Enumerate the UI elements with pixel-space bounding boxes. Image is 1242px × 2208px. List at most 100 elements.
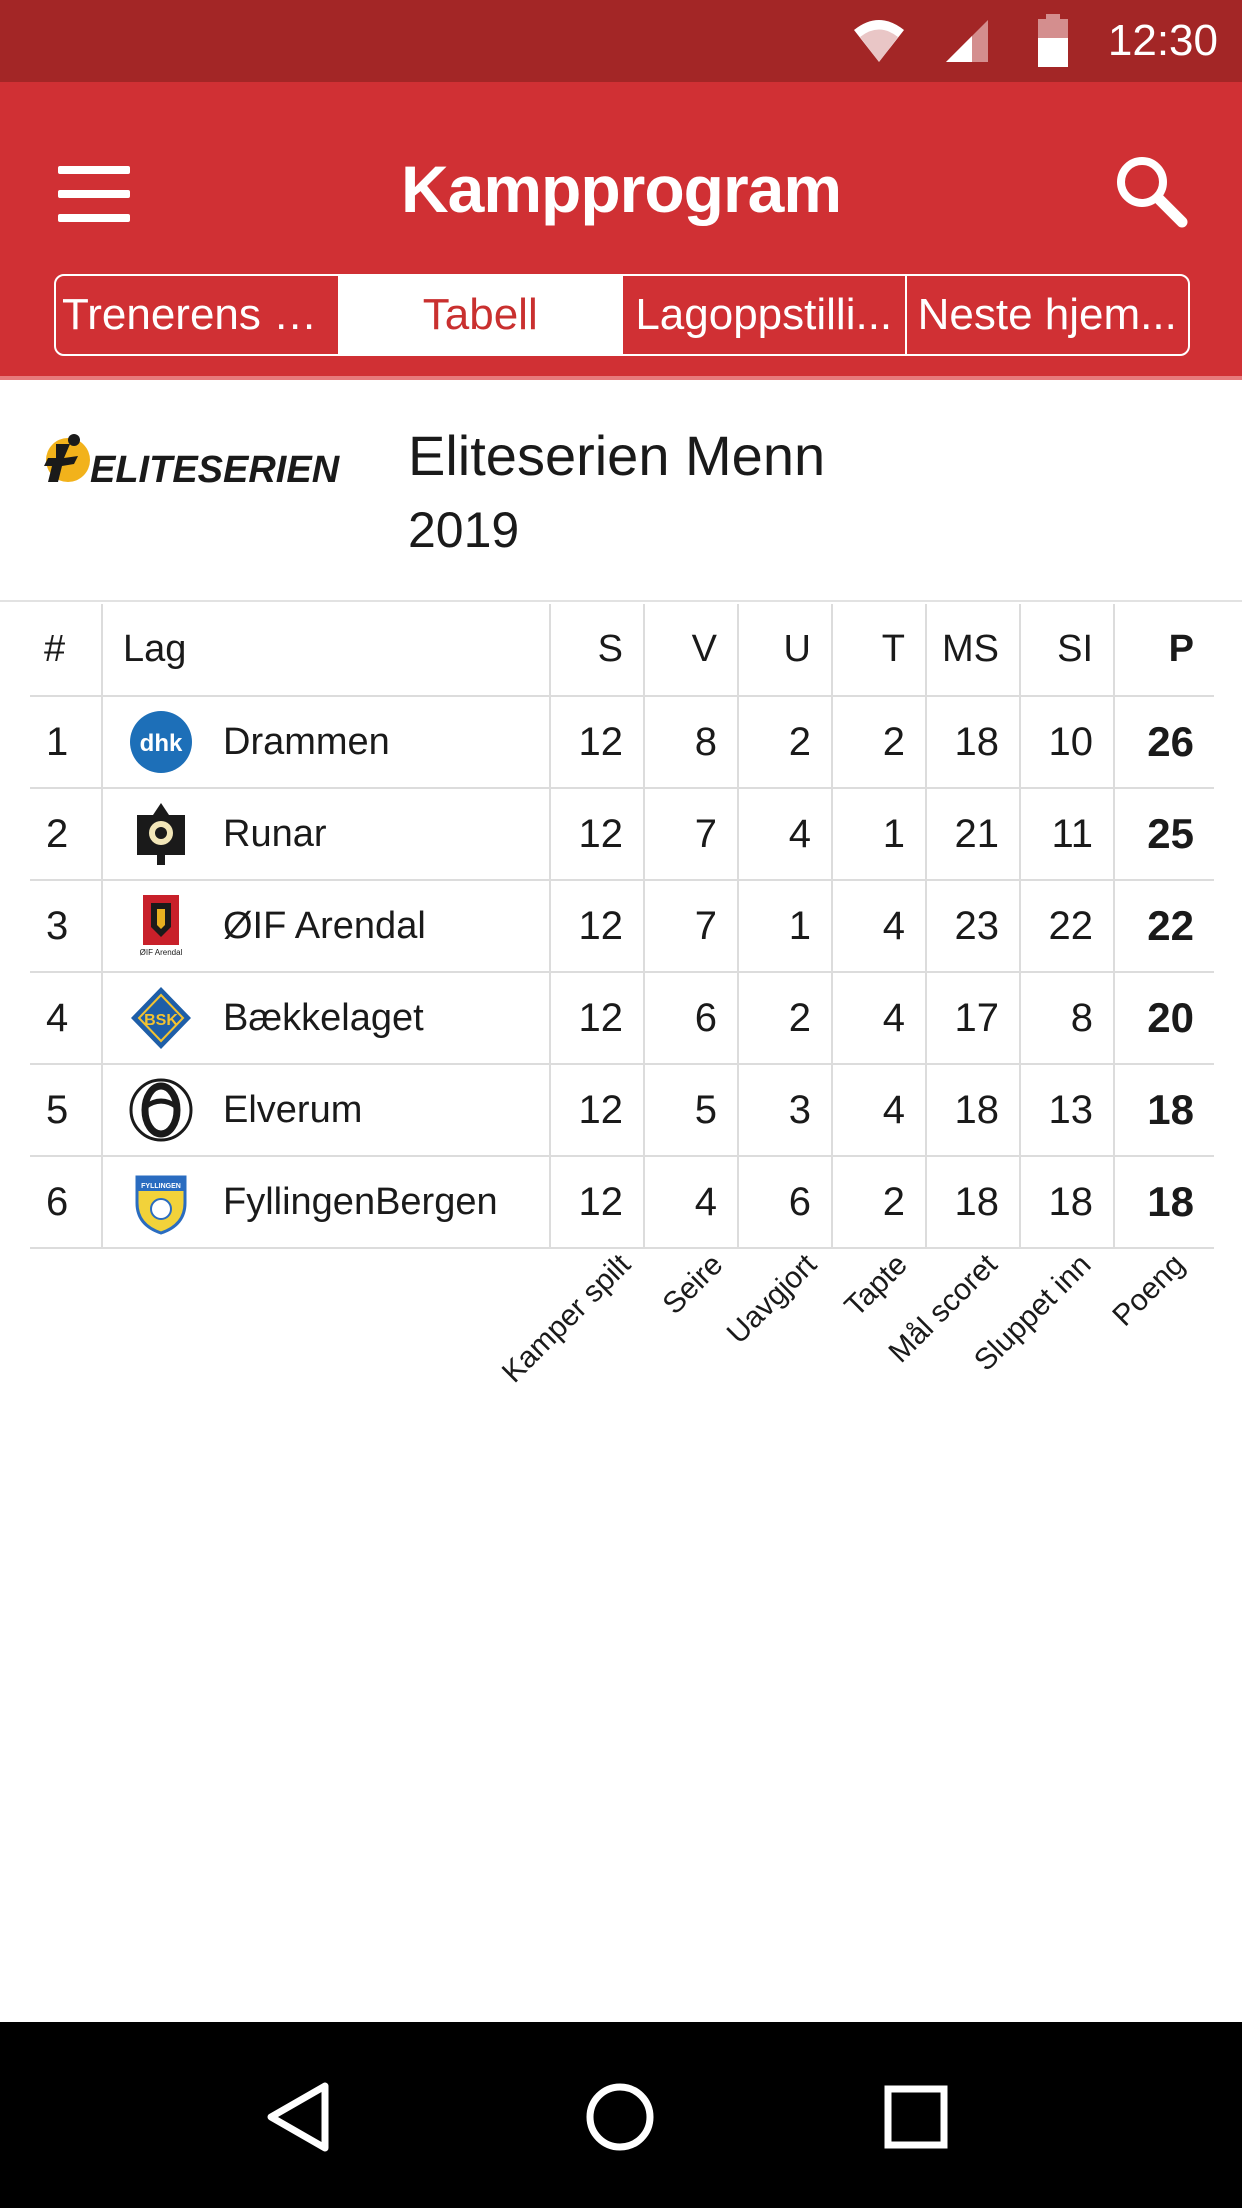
row-rank: 4 <box>30 972 103 1065</box>
cell-wins: 5 <box>644 1064 739 1157</box>
header-draws[interactable]: U <box>738 604 833 697</box>
header-losses[interactable]: T <box>832 604 927 697</box>
cell-draws: 2 <box>738 972 833 1065</box>
header-team[interactable]: Lag <box>102 604 551 697</box>
league-name: Eliteserien Menn <box>408 424 826 487</box>
row-team: FYLLINGEN FyllingenBergen <box>102 1156 551 1249</box>
table-row[interactable]: 2 Runar 12 7 4 1 21 11 25 <box>30 788 1214 881</box>
app-bar-divider <box>0 376 1242 380</box>
cell-goals-conceded: 13 <box>1020 1064 1115 1157</box>
row-rank: 5 <box>30 1064 103 1157</box>
row-rank: 6 <box>30 1156 103 1249</box>
row-team: Runar <box>102 788 551 881</box>
table-row[interactable]: 3 ØIF Arendal ØIF Arendal 12 7 1 4 23 22… <box>30 880 1214 973</box>
team-name: Runar <box>223 812 327 855</box>
header-wins[interactable]: V <box>644 604 739 697</box>
cell-draws: 3 <box>738 1064 833 1157</box>
cell-losses: 4 <box>832 1064 927 1157</box>
cell-wins: 4 <box>644 1156 739 1249</box>
page-title: Kampprogram <box>400 152 842 226</box>
cell-draws: 1 <box>738 880 833 973</box>
recents-square-icon[interactable] <box>856 2062 976 2172</box>
table-row[interactable]: 1 dhk Drammen 12 8 2 2 18 10 26 <box>30 696 1214 789</box>
header-rank[interactable]: # <box>30 604 103 697</box>
svg-text:FYLLINGEN: FYLLINGEN <box>141 1183 181 1190</box>
status-bar: 12:30 <box>0 0 1242 82</box>
tab-neste-hjemmekamp[interactable]: Neste hjem... <box>917 290 1177 339</box>
svg-text:ØIF Arendal: ØIF Arendal <box>140 948 183 957</box>
cell-points: 18 <box>1114 1156 1214 1249</box>
cell-goals-scored: 18 <box>926 1156 1021 1249</box>
table-header-row: # Lag S V U T MS SI P <box>30 604 1214 697</box>
tab-trenerens-ord[interactable]: Trenerens ord <box>56 276 340 354</box>
table-row[interactable]: 4 BSK Bækkelaget 12 6 2 4 17 8 20 <box>30 972 1214 1065</box>
league-header: ELITESERIEN Eliteserien Menn 2019 <box>0 380 1242 602</box>
cell-played: 12 <box>550 880 645 973</box>
league-year: 2019 <box>408 502 520 558</box>
cell-losses: 1 <box>832 788 927 881</box>
cell-points: 26 <box>1114 696 1214 789</box>
header-played[interactable]: S <box>550 604 645 697</box>
cell-points: 18 <box>1114 1064 1214 1157</box>
cell-goals-conceded: 10 <box>1020 696 1115 789</box>
row-rank: 3 <box>30 880 103 973</box>
legend-kamper-spilt: Kamper spilt <box>496 1248 638 1390</box>
cell-losses: 2 <box>832 696 927 789</box>
header-points[interactable]: P <box>1114 604 1214 697</box>
cell-draws: 6 <box>738 1156 833 1249</box>
legend-tapte: Tapte <box>838 1248 914 1324</box>
svg-text:ELITESERIEN: ELITESERIEN <box>90 449 341 491</box>
cell-played: 12 <box>550 1064 645 1157</box>
cell-losses: 2 <box>832 1156 927 1249</box>
cell-wins: 8 <box>644 696 739 789</box>
header-goals-scored[interactable]: MS <box>926 604 1021 697</box>
cell-played: 12 <box>550 696 645 789</box>
cell-points: 20 <box>1114 972 1214 1065</box>
cell-points: 25 <box>1114 788 1214 881</box>
cell-draws: 4 <box>738 788 833 881</box>
status-time: 12:30 <box>1107 16 1218 65</box>
tab-lagoppstilling[interactable]: Lagoppstilli... <box>623 276 907 354</box>
cell-signal-icon <box>946 20 988 62</box>
cell-goals-conceded: 8 <box>1020 972 1115 1065</box>
table-row[interactable]: 5 Elverum 12 5 3 4 18 13 18 <box>30 1064 1214 1157</box>
table-row[interactable]: 6 FYLLINGEN FyllingenBergen 12 4 6 2 18 … <box>30 1156 1214 1249</box>
cell-played: 12 <box>550 1156 645 1249</box>
hamburger-menu-icon[interactable] <box>42 142 146 246</box>
cell-draws: 2 <box>738 696 833 789</box>
eliteserien-logo: ELITESERIEN <box>44 434 341 491</box>
home-circle-icon[interactable] <box>560 2062 680 2172</box>
cell-points: 22 <box>1114 880 1214 973</box>
row-team: BSK Bækkelaget <box>102 972 551 1065</box>
back-triangle-icon[interactable] <box>238 2062 358 2172</box>
cell-wins: 7 <box>644 788 739 881</box>
app-bar: Kampprogram Trenerens ord Tabell Lagopps… <box>0 82 1242 380</box>
drammen-logo: dhk <box>130 711 192 773</box>
baekkelaget-logo: BSK <box>131 987 191 1049</box>
runar-logo <box>137 803 185 865</box>
battery-icon <box>1038 14 1068 67</box>
column-legend: Kamper spilt Seire Uavgjort Tapte Mål sc… <box>0 1248 1242 1448</box>
row-team: ØIF Arendal ØIF Arendal <box>102 880 551 973</box>
team-name: Drammen <box>223 720 390 763</box>
cell-goals-scored: 23 <box>926 880 1021 973</box>
cell-goals-scored: 18 <box>926 1064 1021 1157</box>
cell-wins: 7 <box>644 880 739 973</box>
legend-uavgjort: Uavgjort <box>721 1248 824 1351</box>
segmented-tabs: Trenerens ord Tabell Lagoppstilli... Nes… <box>54 274 1190 356</box>
cell-played: 12 <box>550 972 645 1065</box>
header-goals-conceded[interactable]: SI <box>1020 604 1115 697</box>
cell-goals-conceded: 22 <box>1020 880 1115 973</box>
cell-goals-conceded: 11 <box>1020 788 1115 881</box>
legend-seire: Seire <box>656 1248 730 1321</box>
tab-tabell[interactable]: Tabell <box>339 276 623 354</box>
search-icon[interactable] <box>1098 138 1202 242</box>
cell-goals-scored: 18 <box>926 696 1021 789</box>
cell-goals-scored: 21 <box>926 788 1021 881</box>
cell-goals-scored: 17 <box>926 972 1021 1065</box>
svg-text:BSK: BSK <box>144 1012 178 1029</box>
legend-poeng: Poeng <box>1106 1248 1192 1333</box>
cell-goals-conceded: 18 <box>1020 1156 1115 1249</box>
team-name: FyllingenBergen <box>223 1180 498 1223</box>
system-nav-bar <box>0 2022 1242 2208</box>
